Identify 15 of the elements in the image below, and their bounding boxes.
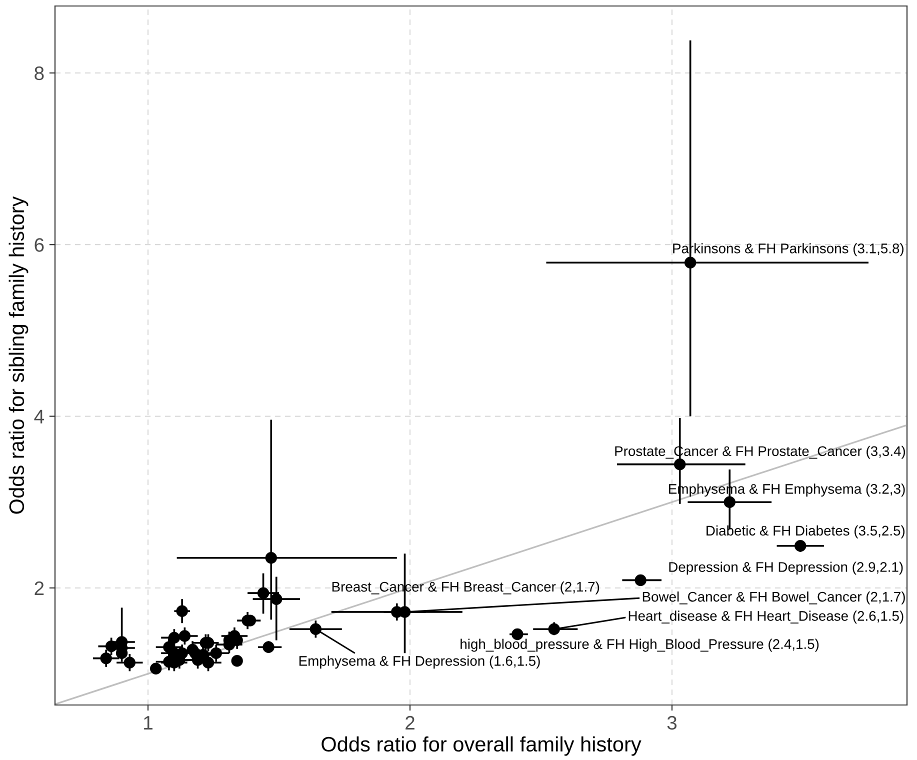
y-tick-label: 4 — [34, 410, 44, 424]
annotation: Depression & FH Depression (2.9,2.1) — [669, 562, 903, 575]
annotation: Bowel_Cancer & FH Bowel_Cancer (2,1.7) — [642, 591, 905, 604]
annotation: Emphysema & FH Depression (1.6,1.5) — [299, 656, 540, 669]
y-tick-label: 8 — [34, 66, 44, 80]
annotation: high_blood_pressure & FH High_Blood_Pressure (2.4,1.5) — [460, 638, 819, 652]
y-tick-label: 6 — [34, 238, 44, 252]
x-tick-label: 1 — [144, 716, 152, 730]
y-axis-title: Odds ratio for sibling family history — [8, 196, 28, 514]
y-tick-label: 2 — [34, 581, 44, 595]
x-axis-title: Odds ratio for overall family history — [322, 736, 642, 756]
x-tick-label: 3 — [667, 716, 677, 730]
x-tick-label: 2 — [406, 716, 414, 730]
annotation: Heart_disease & FH Heart_Disease (2.6,1.5) — [628, 610, 904, 624]
annotation: Diabetic & FH Diabetes (3.5,2.5) — [706, 525, 905, 538]
